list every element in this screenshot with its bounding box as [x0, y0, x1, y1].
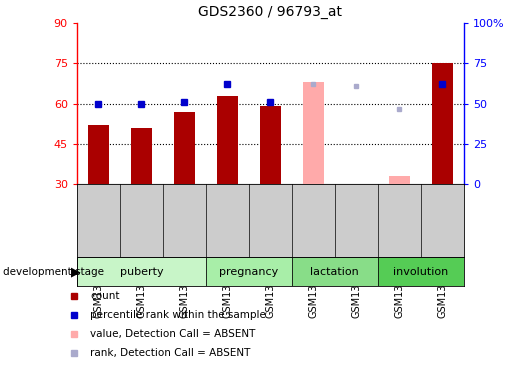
- Bar: [87, 125, 109, 184]
- Text: involution: involution: [393, 266, 448, 277]
- Text: ▶: ▶: [70, 265, 80, 278]
- Bar: [388, 176, 410, 184]
- Text: count: count: [90, 291, 120, 301]
- Text: puberty: puberty: [120, 266, 163, 277]
- Bar: [130, 128, 152, 184]
- Bar: [206, 257, 292, 286]
- Text: rank, Detection Call = ABSENT: rank, Detection Call = ABSENT: [90, 348, 251, 358]
- Bar: [77, 257, 206, 286]
- Text: pregnancy: pregnancy: [219, 266, 278, 277]
- Bar: [260, 106, 281, 184]
- Bar: [173, 112, 195, 184]
- Text: lactation: lactation: [311, 266, 359, 277]
- Bar: [303, 82, 324, 184]
- Bar: [292, 257, 378, 286]
- Bar: [378, 257, 464, 286]
- Text: value, Detection Call = ABSENT: value, Detection Call = ABSENT: [90, 329, 255, 339]
- Bar: [431, 63, 453, 184]
- Text: development stage: development stage: [3, 266, 104, 277]
- Title: GDS2360 / 96793_at: GDS2360 / 96793_at: [198, 5, 342, 19]
- Bar: [217, 96, 238, 184]
- Text: percentile rank within the sample: percentile rank within the sample: [90, 310, 266, 320]
